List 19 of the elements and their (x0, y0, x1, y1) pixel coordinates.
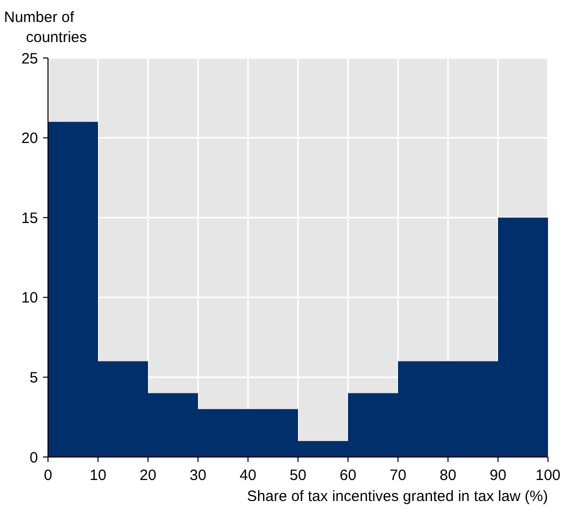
x-tick-label: 60 (340, 467, 356, 484)
x-tick-label: 90 (490, 467, 506, 484)
x-tick-label: 100 (535, 467, 561, 484)
x-tick-label: 70 (390, 467, 406, 484)
x-tick-label: 10 (90, 467, 106, 484)
x-tick-label: 80 (440, 467, 456, 484)
x-axis-title: Share of tax incentives granted in tax law (%) (247, 488, 548, 505)
y-axis-title: Number of countries (4, 9, 87, 46)
y-tick-label: 0 (30, 449, 38, 466)
y-tick-label: 5 (30, 369, 38, 386)
y-tick-label: 20 (21, 130, 38, 148)
x-tick-label: 30 (190, 467, 206, 484)
y-tick-label: 25 (21, 50, 38, 68)
x-tick-label: 40 (240, 467, 256, 484)
y-tick-label: 15 (21, 210, 38, 227)
x-tick-label: 0 (44, 467, 52, 484)
x-tick-label: 20 (140, 467, 156, 484)
x-tick-label: 50 (290, 467, 306, 484)
y-tick-label: 10 (21, 290, 38, 307)
